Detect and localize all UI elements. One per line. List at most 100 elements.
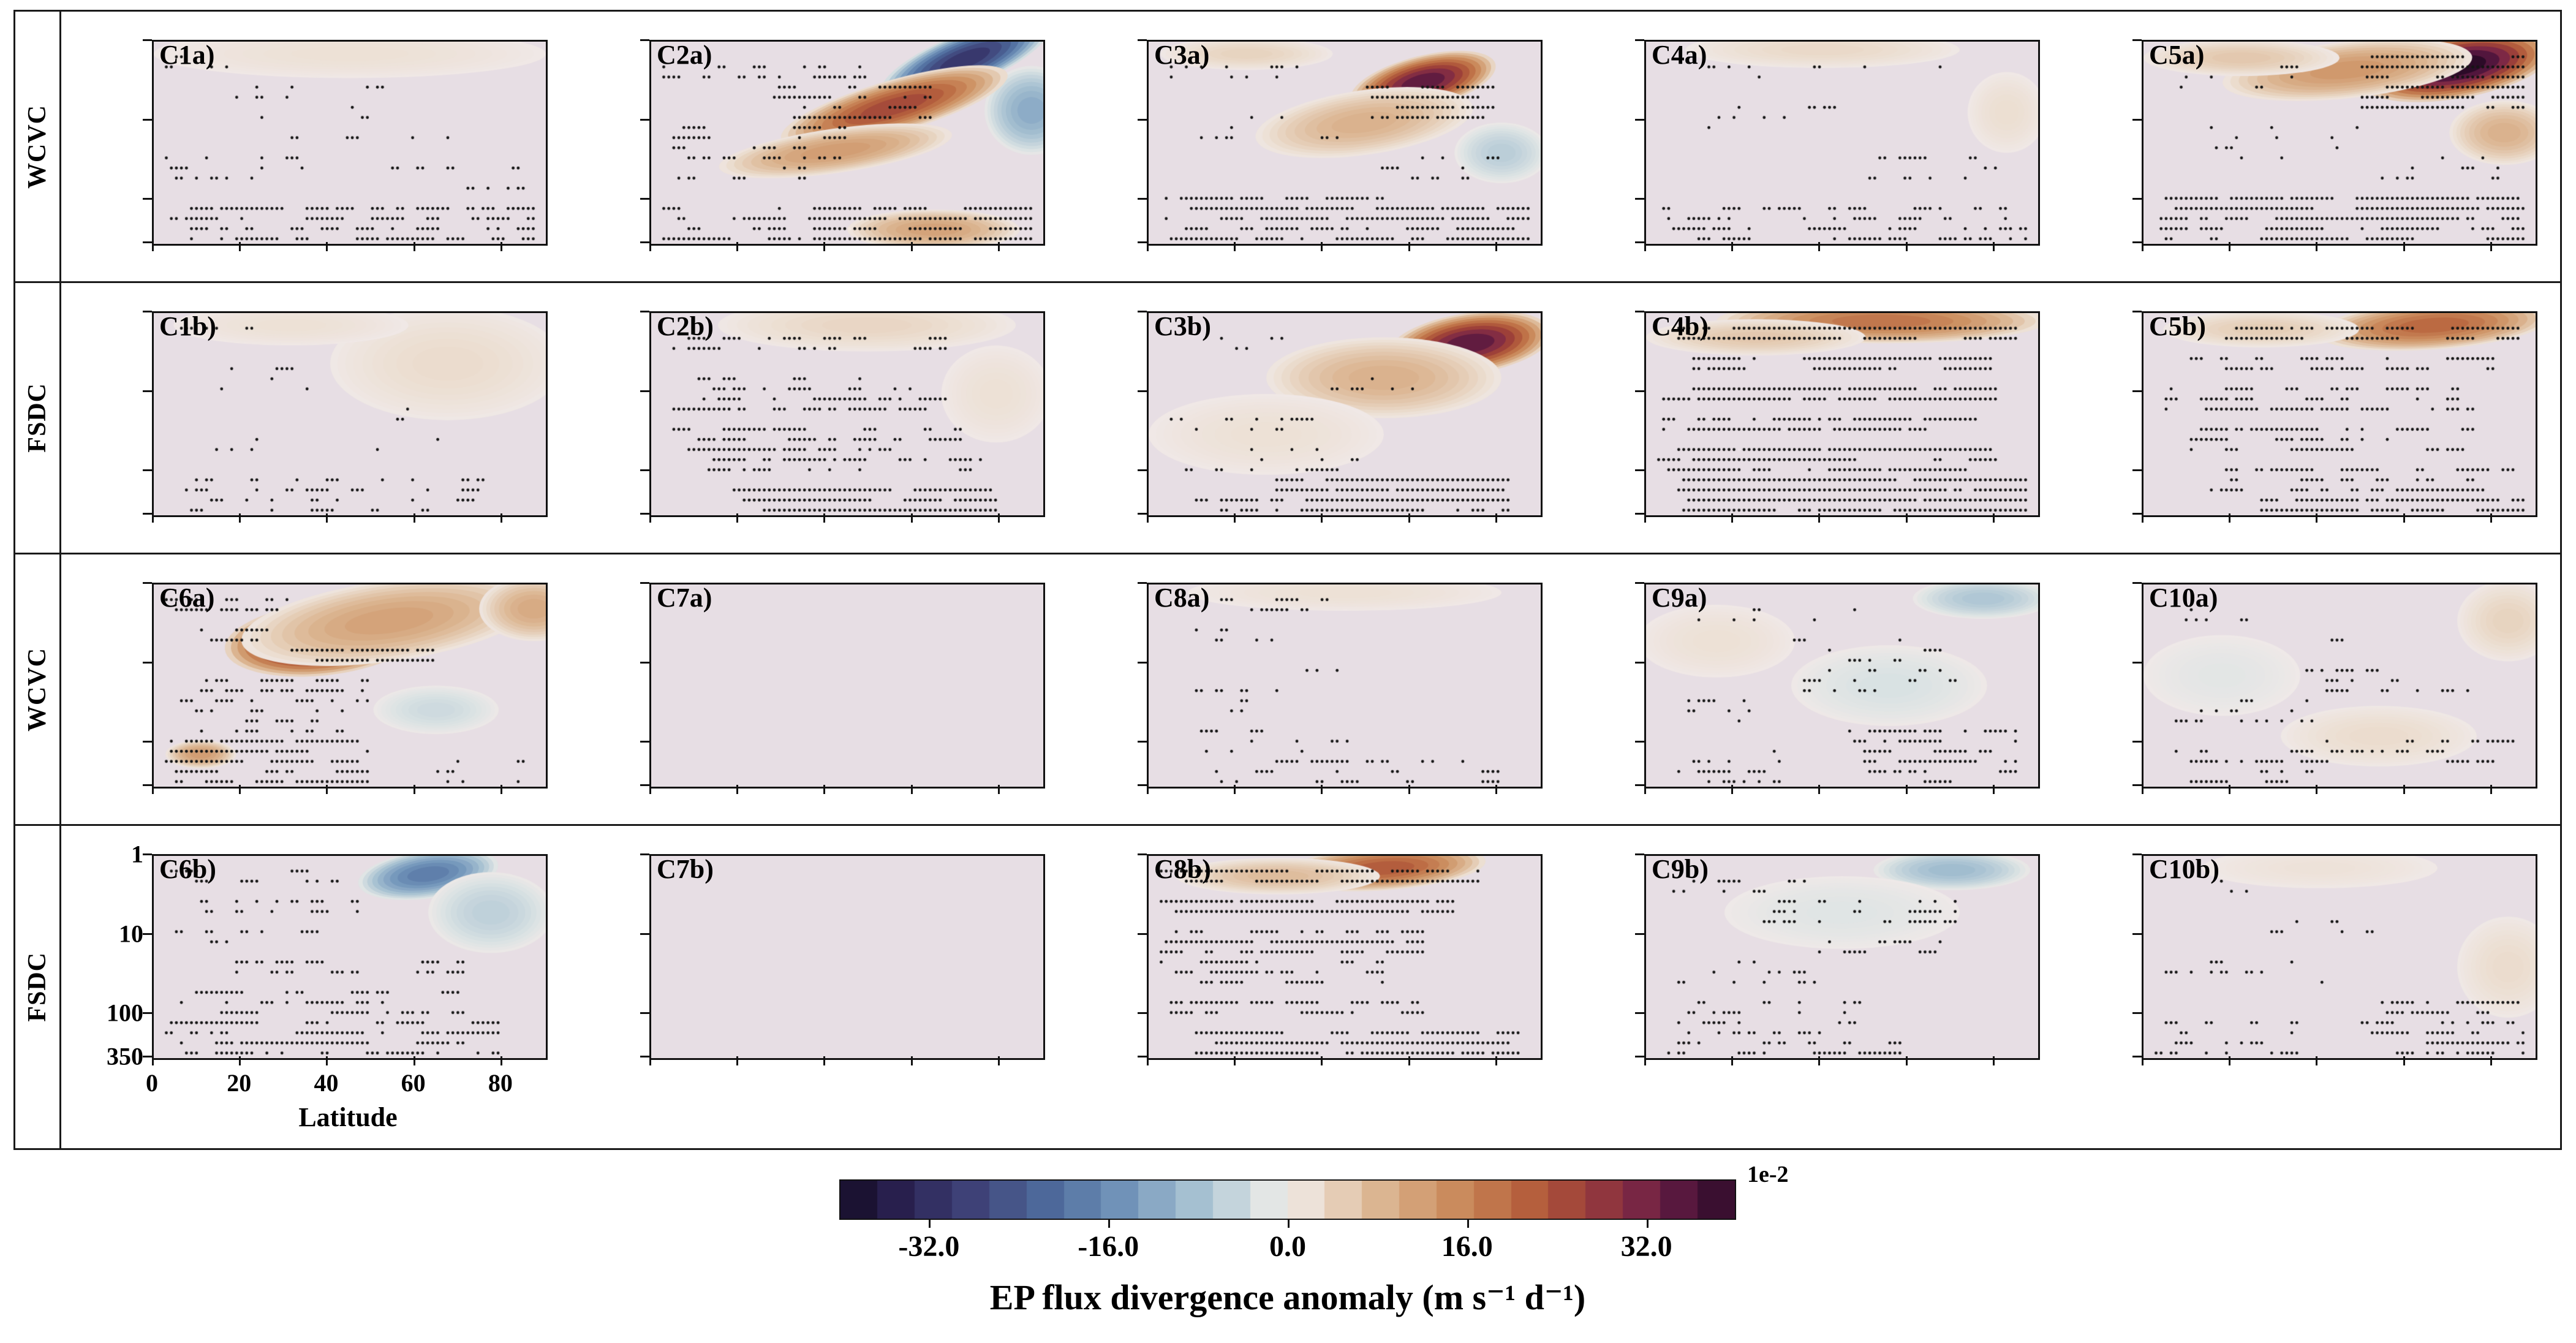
panel-label-C8a: C8a) — [1154, 583, 1210, 613]
y-tick-mark — [1138, 1056, 1147, 1057]
x-tick-mark — [413, 785, 415, 794]
y-tick-mark — [1635, 741, 1644, 743]
y-tick-mark — [640, 513, 649, 515]
x-tick-mark — [823, 1056, 826, 1065]
y-tick-mark — [143, 469, 152, 472]
x-tick-mark — [2403, 785, 2405, 794]
y-tick-label: 100 — [107, 999, 143, 1027]
y-tick-mark — [1635, 241, 1644, 243]
colorbar-tick-mark — [1288, 1220, 1290, 1228]
x-tick-mark — [239, 513, 241, 523]
panel-label-C1a: C1a) — [159, 40, 215, 70]
y-tick-mark — [2132, 513, 2142, 515]
panel-C3a: C3a) — [1138, 39, 1543, 251]
x-tick-mark — [910, 785, 913, 794]
x-tick-mark — [2490, 242, 2492, 251]
panel-label-C10b: C10b) — [2149, 854, 2219, 884]
panel-plot-C4b — [1644, 311, 2040, 517]
x-tick-mark — [1731, 242, 1734, 251]
x-tick-mark — [1905, 785, 1908, 794]
panel-label-C9b: C9b) — [1652, 854, 1709, 884]
x-tick-mark — [1992, 513, 1995, 523]
y-tick-mark — [2132, 933, 2142, 935]
x-tick-mark — [2229, 513, 2231, 523]
y-tick-mark — [1138, 118, 1147, 121]
y-tick-mark — [2132, 118, 2142, 121]
y-tick-mark — [2132, 784, 2142, 786]
row-label-strip-1: WCVC — [15, 12, 61, 281]
y-tick-mark — [1138, 469, 1147, 472]
x-tick-mark — [326, 242, 328, 251]
x-tick-mark — [152, 1056, 154, 1065]
x-tick-mark — [2142, 1056, 2144, 1065]
x-tick-mark — [649, 1056, 651, 1065]
y-tick-mark — [1138, 311, 1147, 312]
panel-area-3: C6a) C7a) C8a) C9a) C10a) — [61, 554, 2560, 824]
panel-area-2: C1b) C2b) C3b) C4b) C5b) — [61, 283, 2560, 553]
panel-plot-C7b — [649, 854, 1045, 1060]
panel-plot-C10a — [2142, 583, 2537, 789]
x-tick-mark — [500, 785, 502, 794]
x-tick-mark — [1905, 242, 1908, 251]
y-tick-mark — [640, 582, 649, 584]
x-tick-mark — [997, 785, 1000, 794]
panel-label-C4b: C4b) — [1652, 311, 1709, 341]
x-tick-mark — [413, 513, 415, 523]
panel-C4a: C4a) — [1635, 39, 2040, 251]
panel-label-C1b: C1b) — [159, 311, 216, 341]
x-tick-mark — [2490, 1056, 2492, 1065]
panel-plot-C6b — [152, 854, 548, 1060]
x-tick-mark — [1644, 785, 1646, 794]
y-tick-mark — [2132, 311, 2142, 312]
y-tick-mark — [1138, 784, 1147, 786]
y-tick-mark — [640, 390, 649, 392]
y-tick-mark — [1635, 1012, 1644, 1015]
x-tick-mark — [1147, 1056, 1149, 1065]
panel-C2b: C2b) — [640, 311, 1045, 523]
x-tick-mark — [152, 785, 154, 794]
panel-C7a: C7a) — [640, 582, 1045, 794]
row-label-wcvc: WCVC — [23, 104, 51, 189]
x-tick-mark — [736, 513, 739, 523]
panel-C8a: C8a) — [1138, 582, 1543, 794]
x-tick-mark — [1992, 242, 1995, 251]
x-tick-mark — [2490, 785, 2492, 794]
y-tick-mark — [143, 582, 152, 584]
x-tick-mark — [1408, 785, 1410, 794]
panel-label-C10a: C10a) — [2149, 583, 2218, 613]
x-tick-mark — [1644, 1056, 1646, 1065]
row-label-fsdc: FSDC — [23, 383, 51, 453]
panel-plot-C10b — [2142, 854, 2537, 1060]
x-tick-mark — [1234, 242, 1236, 251]
y-tick-mark — [640, 469, 649, 472]
x-tick-mark — [1818, 785, 1821, 794]
x-tick-mark — [500, 1056, 502, 1065]
x-tick-mark — [2229, 785, 2231, 794]
x-tick-mark — [1644, 242, 1646, 251]
y-tick-mark — [1138, 933, 1147, 935]
x-tick-mark — [2316, 1056, 2318, 1065]
y-tick-mark — [640, 311, 649, 312]
y-tick-mark — [1138, 241, 1147, 243]
colorbar-label: EP flux divergence anomaly (m s⁻¹ d⁻¹) — [989, 1277, 1586, 1317]
y-tick-mark — [640, 1056, 649, 1057]
x-tick-mark — [239, 1056, 241, 1065]
y-tick-mark — [2132, 741, 2142, 743]
colorbar-tick-label: 32.0 — [1620, 1230, 1672, 1263]
x-tick-mark — [1234, 513, 1236, 523]
y-tick-mark — [2132, 661, 2142, 664]
x-tick-mark — [736, 242, 739, 251]
y-tick-mark — [143, 241, 152, 243]
y-tick-mark — [1635, 311, 1644, 312]
panel-label-C7b: C7b) — [657, 854, 714, 884]
x-tick-mark — [2229, 242, 2231, 251]
x-tick-mark — [500, 242, 502, 251]
figure-row-2: FSDC C1b) C2b) C3b) C4b) C5b) — [13, 281, 2562, 554]
panel-plot-C3a — [1147, 40, 1543, 246]
y-tick-mark — [143, 853, 152, 855]
x-tick-mark — [1905, 1056, 1908, 1065]
y-tick-label: 350 — [107, 1042, 143, 1070]
y-tick-mark — [2132, 390, 2142, 392]
y-tick-mark — [2132, 39, 2142, 41]
x-tick-mark — [326, 785, 328, 794]
